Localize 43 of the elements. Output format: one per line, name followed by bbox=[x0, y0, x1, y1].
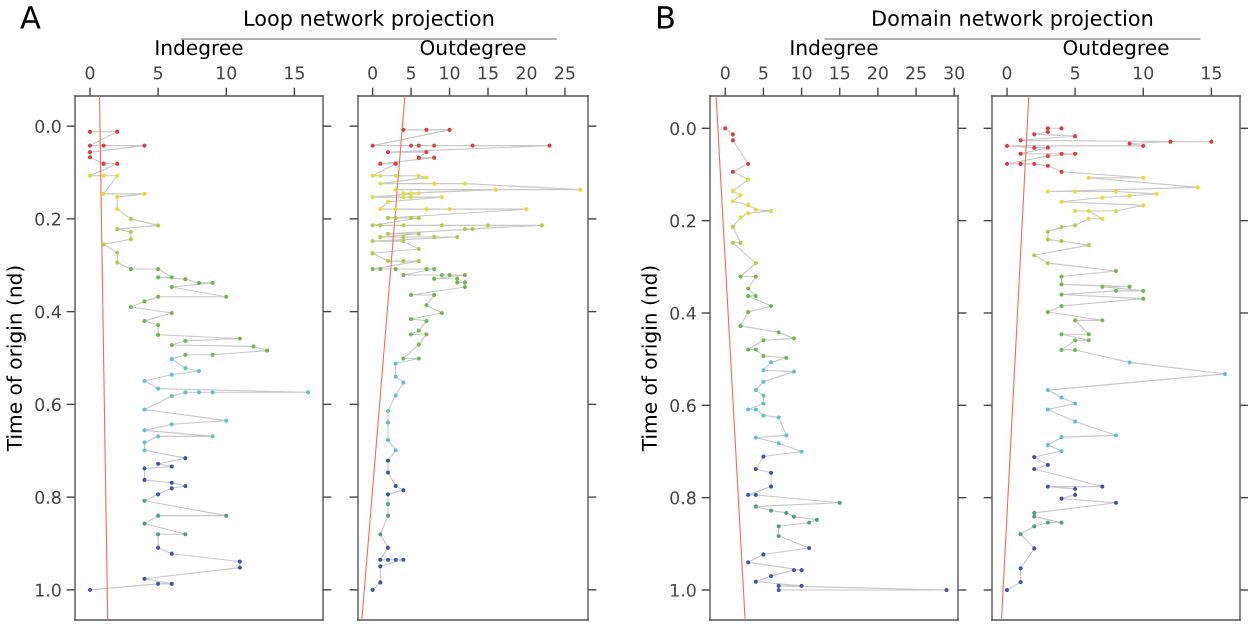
y-tick-label: 1.0 bbox=[671, 583, 696, 597]
y-axis-title: Time of origin (nd) bbox=[6, 266, 26, 452]
x-tick-label: 5 bbox=[1070, 66, 1080, 80]
x-tick-label: 15 bbox=[830, 66, 850, 80]
y-tick-label: 0.0 bbox=[35, 119, 61, 133]
y-tick-label: 0.0 bbox=[670, 122, 696, 136]
x-tick-label: 0 bbox=[85, 66, 95, 80]
x-axis-title: Outdegree bbox=[420, 39, 526, 60]
y-tick-label: 0.6 bbox=[670, 399, 696, 413]
x-tick-label: 10 bbox=[792, 66, 812, 80]
x-tick-label: 5 bbox=[153, 66, 163, 80]
x-tick-label: 5 bbox=[759, 66, 768, 80]
y-tick-label: 0.4 bbox=[670, 306, 696, 320]
y-axis-title: Time of origin (nd) bbox=[641, 266, 661, 452]
x-tick-label: 15 bbox=[285, 66, 304, 80]
y-tick-label: 0.2 bbox=[670, 214, 696, 228]
text: A bbox=[20, 6, 41, 29]
x-axis-title: Outdegree bbox=[1063, 39, 1169, 60]
text: Domain network projection bbox=[873, 9, 1153, 31]
x-tick-label: 10 bbox=[217, 66, 237, 80]
x-tick-label: 0 bbox=[1002, 66, 1012, 80]
x-tick-label: 20 bbox=[516, 66, 537, 80]
y-tick-label: 0.4 bbox=[35, 305, 61, 319]
y-tick-label: 0.6 bbox=[35, 398, 61, 412]
x-tick-label: 25 bbox=[906, 66, 926, 80]
x-tick-label: 10 bbox=[440, 66, 460, 80]
y-tick-label: 0.2 bbox=[35, 212, 61, 226]
x-axis-title: Indegree bbox=[791, 39, 878, 60]
x-axis-title: Indegree bbox=[156, 39, 243, 60]
y-tick-label: 1.0 bbox=[36, 583, 61, 597]
x-tick-label: 15 bbox=[1202, 66, 1221, 80]
x-tick-label: 30 bbox=[944, 66, 965, 80]
y-tick-label: 0.8 bbox=[35, 490, 61, 504]
x-tick-label: 25 bbox=[555, 66, 575, 80]
x-tick-label: 10 bbox=[1134, 66, 1154, 80]
x-tick-label: 5 bbox=[406, 66, 416, 80]
x-tick-label: 20 bbox=[868, 66, 888, 80]
x-tick-label: 15 bbox=[478, 66, 498, 80]
y-tick-label: 0.8 bbox=[670, 491, 696, 505]
x-tick-label: 0 bbox=[720, 66, 730, 80]
text: B bbox=[658, 6, 674, 29]
text: Loop network projection bbox=[245, 9, 494, 31]
x-tick-label: 0 bbox=[368, 66, 377, 80]
